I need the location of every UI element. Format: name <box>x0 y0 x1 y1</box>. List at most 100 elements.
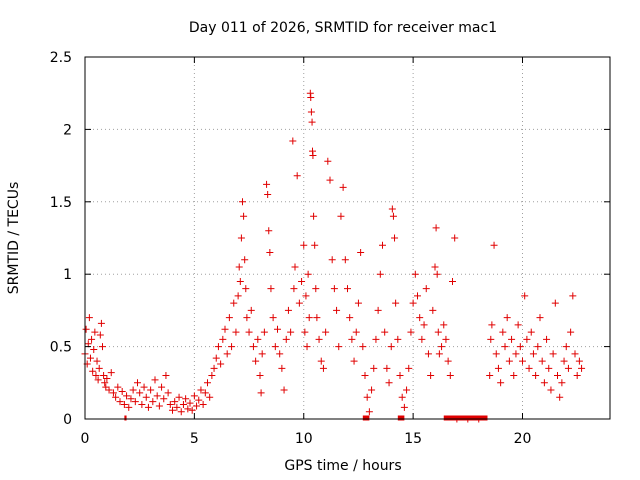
data-point <box>242 285 250 293</box>
data-point <box>289 137 297 145</box>
y-tick-label: 1 <box>63 267 72 283</box>
plot-border <box>84 56 611 420</box>
data-point <box>293 172 301 180</box>
data-point <box>230 299 238 307</box>
data-point <box>571 350 579 358</box>
data-point <box>361 372 369 380</box>
data-point <box>330 285 338 293</box>
data-point <box>505 357 513 365</box>
data-point <box>269 314 277 322</box>
data-point <box>162 372 170 380</box>
data-point <box>536 314 544 322</box>
series-srmtid <box>81 89 586 423</box>
data-point <box>95 364 103 372</box>
data-point <box>547 386 555 394</box>
data-point <box>573 372 581 380</box>
data-point <box>492 350 500 358</box>
data-point <box>184 405 192 413</box>
data-point <box>193 402 201 410</box>
data-point <box>199 401 207 409</box>
data-point <box>93 357 101 365</box>
data-point <box>488 321 496 329</box>
data-point <box>175 393 183 401</box>
data-point <box>264 191 272 199</box>
data-point <box>431 263 439 271</box>
data-point <box>164 389 172 397</box>
data-point <box>237 234 245 242</box>
data-point <box>350 357 358 365</box>
data-point <box>514 321 522 329</box>
data-point <box>388 205 396 213</box>
data-point <box>103 374 111 382</box>
data-point <box>252 357 260 365</box>
data-point <box>381 328 389 336</box>
data-point <box>372 335 380 343</box>
data-point <box>236 277 244 285</box>
data-point <box>234 292 242 300</box>
data-point <box>243 314 251 322</box>
data-point <box>92 372 100 380</box>
data-point <box>420 321 428 329</box>
data-point <box>169 406 176 414</box>
data-point <box>503 314 511 322</box>
data-point <box>190 392 198 400</box>
data-point <box>554 372 561 380</box>
data-point <box>438 343 446 351</box>
data-point <box>100 372 108 380</box>
data-point <box>140 383 148 391</box>
data-point <box>290 285 298 293</box>
data-point <box>125 403 133 411</box>
data-point <box>416 314 424 322</box>
data-point <box>204 379 211 387</box>
data-point <box>389 212 397 220</box>
data-point <box>499 328 507 336</box>
data-point <box>354 299 362 307</box>
data-point <box>201 389 209 397</box>
data-point <box>212 354 220 362</box>
data-point <box>302 292 310 300</box>
data-point <box>147 386 155 394</box>
data-point <box>153 392 161 400</box>
data-point <box>374 306 382 314</box>
data-point <box>508 335 516 343</box>
data-point <box>99 343 106 351</box>
data-point <box>287 328 295 336</box>
data-point <box>307 108 315 116</box>
data-point <box>267 285 275 293</box>
data-point <box>312 285 320 293</box>
data-point <box>414 292 421 300</box>
data-point <box>97 319 105 327</box>
data-point <box>101 379 109 387</box>
data-point <box>298 277 306 285</box>
data-point <box>266 248 274 256</box>
data-point <box>370 364 378 372</box>
data-point <box>335 343 343 351</box>
data-point <box>409 299 417 307</box>
data-point <box>510 372 518 380</box>
data-point <box>144 403 152 411</box>
data-point <box>433 270 441 278</box>
data-point <box>442 335 450 343</box>
data-point <box>300 241 308 249</box>
data-point <box>569 292 577 300</box>
data-point <box>284 306 292 314</box>
data-point <box>188 406 196 414</box>
data-point <box>392 299 400 307</box>
data-point <box>186 399 194 407</box>
y-tick-label: 0 <box>63 412 72 428</box>
data-point <box>328 256 336 264</box>
data-point <box>206 393 214 401</box>
data-point <box>398 393 406 401</box>
data-point <box>301 328 309 336</box>
y-axis-label: SRMTID / TECUs <box>6 182 22 295</box>
tick-labels: 0 0.5 1 1.5 2 2.5 0 5 10 15 20 <box>50 50 532 447</box>
data-point <box>308 118 316 126</box>
x-tick-label: 0 <box>81 431 90 447</box>
y-tick-label: 0.5 <box>50 340 72 356</box>
data-point <box>177 408 185 416</box>
data-point <box>265 227 273 235</box>
data-point <box>313 314 321 322</box>
data-point <box>385 379 393 387</box>
data-point <box>307 94 315 102</box>
data-point <box>560 357 568 365</box>
